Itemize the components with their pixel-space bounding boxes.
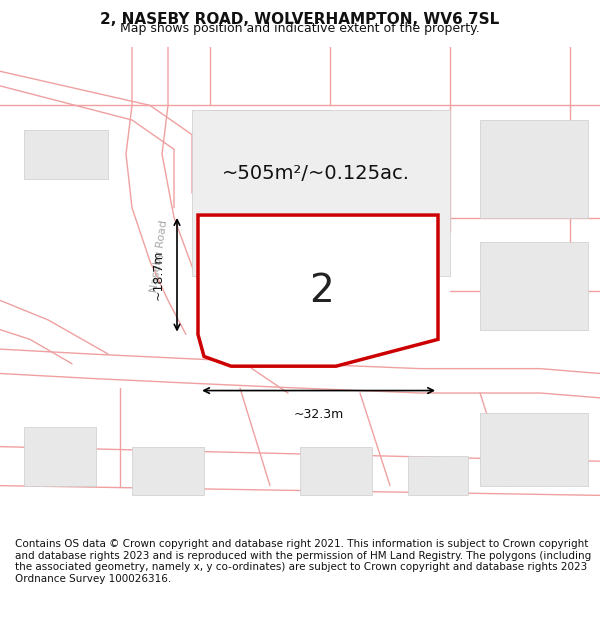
- Text: ~32.3m: ~32.3m: [293, 408, 344, 421]
- Bar: [480, 242, 588, 329]
- Polygon shape: [198, 215, 438, 366]
- Text: Naseby Road: Naseby Road: [149, 219, 169, 293]
- Bar: [300, 447, 372, 496]
- Text: Map shows position and indicative extent of the property.: Map shows position and indicative extent…: [120, 22, 480, 35]
- Bar: [408, 456, 468, 496]
- Bar: [192, 110, 450, 276]
- Bar: [24, 427, 96, 486]
- Bar: [24, 130, 108, 179]
- Bar: [360, 110, 432, 193]
- Text: ~18.7m: ~18.7m: [152, 249, 165, 300]
- Bar: [480, 412, 588, 486]
- Text: Rockingham Drive: Rockingham Drive: [249, 348, 351, 361]
- Bar: [210, 110, 330, 193]
- Bar: [480, 120, 588, 218]
- Bar: [132, 447, 204, 496]
- Text: 2: 2: [308, 272, 334, 309]
- Text: Contains OS data © Crown copyright and database right 2021. This information is : Contains OS data © Crown copyright and d…: [15, 539, 591, 584]
- Text: 2, NASEBY ROAD, WOLVERHAMPTON, WV6 7SL: 2, NASEBY ROAD, WOLVERHAMPTON, WV6 7SL: [100, 12, 500, 27]
- Text: ~505m²/~0.125ac.: ~505m²/~0.125ac.: [222, 164, 410, 183]
